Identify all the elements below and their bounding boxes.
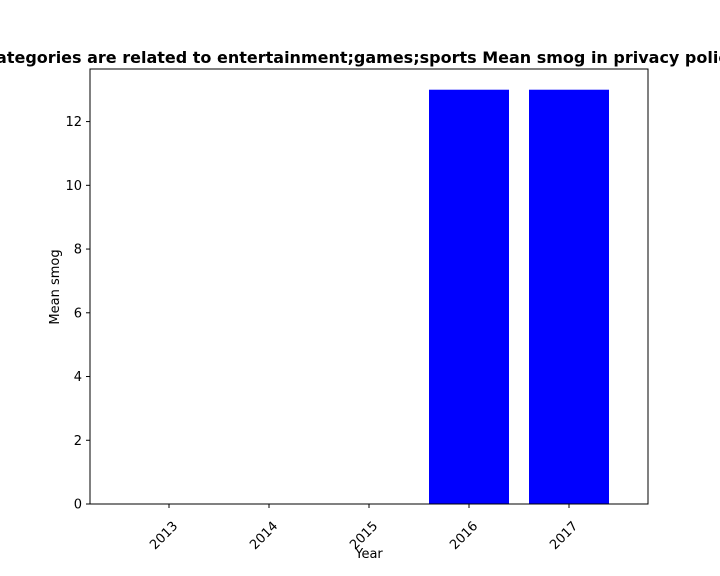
y-tick-label: 12 bbox=[65, 115, 82, 130]
bar-2017 bbox=[529, 89, 609, 504]
y-axis-label: Mean smog bbox=[48, 249, 63, 324]
plot-area-frame bbox=[89, 68, 649, 505]
y-tick-label: 6 bbox=[74, 306, 82, 321]
bars-group bbox=[429, 89, 609, 504]
y-axis-ticks: 0 2 4 6 8 10 12 bbox=[65, 115, 90, 513]
y-tick-label: 2 bbox=[74, 434, 82, 449]
x-axis-label: Year bbox=[354, 547, 383, 562]
y-tick-label: 8 bbox=[74, 243, 82, 258]
y-tick-label: 10 bbox=[65, 179, 82, 194]
bar-2016 bbox=[429, 89, 509, 504]
y-tick-label: 4 bbox=[74, 370, 82, 385]
y-tick-label: 0 bbox=[74, 498, 82, 513]
chart-title: Categories are related to entertainment;… bbox=[0, 48, 720, 67]
